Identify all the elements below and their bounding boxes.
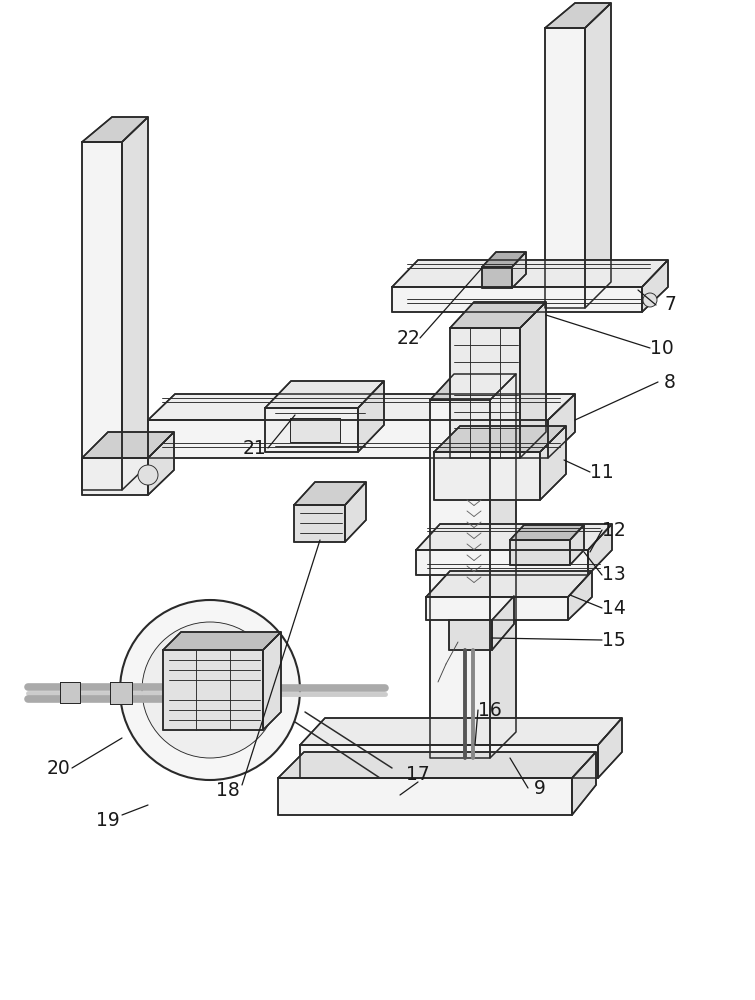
Polygon shape xyxy=(392,287,642,312)
Polygon shape xyxy=(148,394,575,420)
Polygon shape xyxy=(392,260,668,287)
Polygon shape xyxy=(510,540,570,565)
Polygon shape xyxy=(290,418,340,442)
Text: 16: 16 xyxy=(478,700,502,720)
Text: 19: 19 xyxy=(96,810,120,830)
Polygon shape xyxy=(490,374,516,758)
Polygon shape xyxy=(345,482,366,542)
Polygon shape xyxy=(148,432,174,495)
Polygon shape xyxy=(265,408,358,452)
Text: 9: 9 xyxy=(534,778,546,798)
Polygon shape xyxy=(148,420,548,458)
Polygon shape xyxy=(82,432,174,458)
Polygon shape xyxy=(163,650,263,730)
Polygon shape xyxy=(434,452,540,500)
Polygon shape xyxy=(642,260,668,312)
Polygon shape xyxy=(572,752,596,815)
Polygon shape xyxy=(585,3,611,308)
Polygon shape xyxy=(294,482,366,505)
Polygon shape xyxy=(82,458,148,495)
Polygon shape xyxy=(60,682,80,703)
Polygon shape xyxy=(520,302,546,458)
Polygon shape xyxy=(82,142,122,490)
Polygon shape xyxy=(588,524,612,575)
Text: 7: 7 xyxy=(664,296,676,314)
Text: 15: 15 xyxy=(602,631,626,650)
Polygon shape xyxy=(548,394,575,458)
Circle shape xyxy=(142,622,278,758)
Text: 17: 17 xyxy=(406,766,430,784)
Text: 8: 8 xyxy=(664,372,676,391)
Polygon shape xyxy=(598,718,622,778)
Circle shape xyxy=(643,293,657,307)
Text: 13: 13 xyxy=(602,566,626,584)
Polygon shape xyxy=(426,571,592,597)
Polygon shape xyxy=(482,252,526,267)
Polygon shape xyxy=(426,597,568,620)
Polygon shape xyxy=(540,426,566,500)
Polygon shape xyxy=(545,3,611,28)
Polygon shape xyxy=(265,381,384,408)
Text: 12: 12 xyxy=(602,520,626,540)
Polygon shape xyxy=(568,571,592,620)
Polygon shape xyxy=(82,117,148,142)
Polygon shape xyxy=(430,374,516,400)
Polygon shape xyxy=(110,682,132,704)
Text: 11: 11 xyxy=(590,462,614,482)
Polygon shape xyxy=(450,302,546,328)
Polygon shape xyxy=(163,632,281,650)
Circle shape xyxy=(120,600,300,780)
Polygon shape xyxy=(510,525,584,540)
Polygon shape xyxy=(300,718,622,745)
Polygon shape xyxy=(416,550,588,575)
Polygon shape xyxy=(449,620,492,650)
Text: 10: 10 xyxy=(650,338,674,358)
Polygon shape xyxy=(492,596,514,650)
Text: 18: 18 xyxy=(216,780,240,800)
Text: 21: 21 xyxy=(243,438,267,458)
Polygon shape xyxy=(570,525,584,565)
Polygon shape xyxy=(263,632,281,730)
Text: 20: 20 xyxy=(46,758,70,778)
Polygon shape xyxy=(482,267,512,288)
Polygon shape xyxy=(278,752,596,778)
Polygon shape xyxy=(434,426,566,452)
Text: 14: 14 xyxy=(602,598,626,617)
Polygon shape xyxy=(545,28,585,308)
Circle shape xyxy=(138,465,158,485)
Polygon shape xyxy=(416,524,612,550)
Polygon shape xyxy=(278,778,572,815)
Polygon shape xyxy=(122,117,148,490)
Polygon shape xyxy=(430,400,490,758)
Polygon shape xyxy=(512,252,526,288)
Polygon shape xyxy=(358,381,384,452)
Text: 22: 22 xyxy=(396,328,420,348)
Polygon shape xyxy=(294,505,345,542)
Polygon shape xyxy=(300,745,598,778)
Polygon shape xyxy=(450,328,520,458)
